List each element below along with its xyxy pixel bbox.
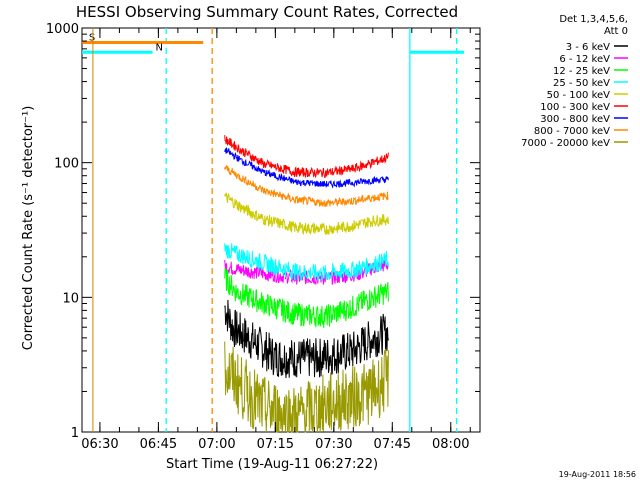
- y-tick-label: 1: [71, 426, 79, 441]
- legend-label: 50 - 100 keV: [547, 90, 611, 101]
- plot-frame: [81, 27, 481, 433]
- y-tick-label: 100: [54, 157, 79, 172]
- x-tick-label: 07:00: [198, 437, 235, 452]
- legend-label: 6 - 12 keV: [559, 54, 610, 65]
- x-tick-label: 06:30: [81, 437, 118, 452]
- y-tick-label: 1000: [46, 22, 79, 37]
- legend-label: 25 - 50 keV: [553, 78, 610, 89]
- legend-label: 100 - 300 keV: [540, 102, 610, 113]
- legend-label: 800 - 7000 keV: [534, 126, 610, 137]
- plot-area: SN: [81, 27, 481, 433]
- x-tick-label: 08:00: [432, 437, 469, 452]
- legend-header: Att 0: [604, 26, 628, 37]
- legend-header: Det 1,3,4,5,6,: [559, 14, 628, 25]
- timestamp: 19-Aug-2011 18:56: [559, 470, 636, 479]
- legend-label: 7000 - 20000 keV: [521, 138, 610, 149]
- y-axis-label: Corrected Count Rate (s⁻¹ detector⁻¹): [21, 106, 36, 351]
- series-line: [224, 341, 389, 433]
- series-line: [224, 243, 389, 282]
- y-tick-label: 10: [62, 291, 79, 306]
- series-line: [224, 165, 389, 207]
- x-tick-label: 07:45: [374, 437, 411, 452]
- flag-label: S: [89, 33, 95, 44]
- series-line: [224, 299, 389, 379]
- series-line: [224, 135, 389, 179]
- x-axis: 06:30 06:45 07:00 07:15 07:30 07:45 08:00: [81, 28, 471, 452]
- flag-label: N: [155, 42, 162, 53]
- legend-label: 300 - 800 keV: [540, 114, 610, 125]
- series-line: [224, 192, 389, 236]
- x-tick-label: 07:15: [257, 437, 294, 452]
- x-axis-label: Start Time (19-Aug-11 06:27:22): [166, 457, 378, 472]
- x-tick-label: 07:30: [315, 437, 352, 452]
- legend-label: 3 - 6 keV: [566, 42, 610, 53]
- x-tick-label: 06:45: [140, 437, 177, 452]
- y-axis: 1 10 100 1000: [46, 22, 480, 441]
- series-line: [224, 147, 389, 189]
- series-line: [224, 267, 389, 328]
- chart-title: HESSI Observing Summary Count Rates, Cor…: [76, 3, 458, 21]
- legend-label: 12 - 25 keV: [553, 66, 610, 77]
